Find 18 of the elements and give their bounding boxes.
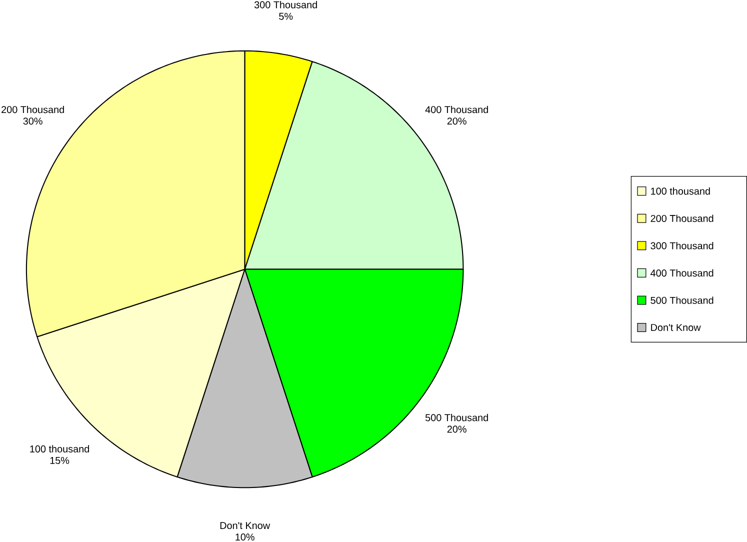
legend-label: 200 Thousand bbox=[650, 214, 714, 222]
data-label: 15% bbox=[50, 457, 70, 464]
data-label: 5% bbox=[279, 13, 293, 20]
legend-label: Don't Know bbox=[651, 324, 701, 332]
legend-label: 300 Thousand bbox=[650, 242, 714, 250]
legend-label: 400 Thousand bbox=[650, 270, 714, 277]
legend-label: 100 thousand bbox=[651, 188, 710, 195]
legend-label: 500 Thousand bbox=[650, 296, 714, 304]
data-label: 20% bbox=[447, 118, 466, 125]
data-label: 30% bbox=[23, 118, 42, 125]
slice-label: Don't Know bbox=[220, 522, 270, 530]
data-label: 20% bbox=[447, 426, 466, 433]
slice-label: 100 thousand bbox=[30, 445, 89, 453]
slice-label: 200 Thousand bbox=[2, 106, 64, 114]
slice-label: 400 Thousand bbox=[425, 106, 488, 114]
slice-label: 500 Thousand bbox=[425, 414, 488, 422]
data-label: 10% bbox=[236, 534, 254, 541]
slice-label: 300 Thousand bbox=[254, 1, 317, 9]
